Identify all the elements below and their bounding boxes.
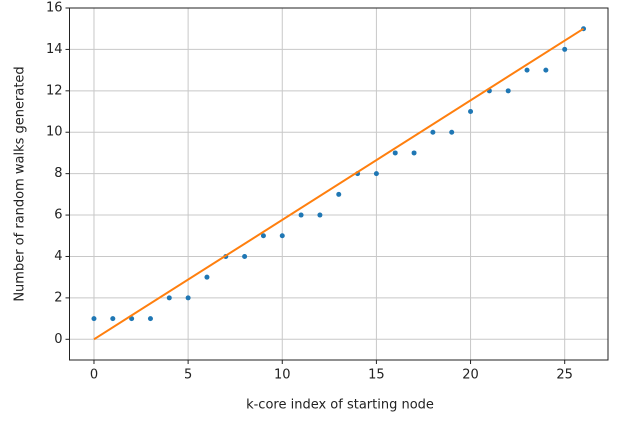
y-tick-label: 12 bbox=[46, 83, 63, 98]
x-tick-label: 20 bbox=[462, 368, 479, 383]
data-point bbox=[317, 212, 323, 218]
data-point bbox=[449, 129, 455, 135]
data-point bbox=[336, 191, 342, 197]
data-point bbox=[204, 274, 210, 280]
data-point bbox=[524, 67, 530, 73]
y-axis-label: Number of random walks generated bbox=[13, 66, 28, 301]
data-point bbox=[242, 253, 248, 259]
y-tick-label: 8 bbox=[54, 166, 62, 181]
plot-frame bbox=[69, 7, 609, 361]
data-point bbox=[298, 212, 304, 218]
x-tick-label: 0 bbox=[90, 368, 98, 383]
data-point bbox=[392, 150, 398, 156]
data-point bbox=[147, 316, 153, 322]
y-tick-label: 14 bbox=[46, 42, 63, 57]
data-point bbox=[373, 171, 379, 177]
y-tick-label: 4 bbox=[54, 249, 62, 264]
y-tick-label: 10 bbox=[46, 125, 63, 140]
data-point bbox=[91, 316, 97, 322]
data-point bbox=[260, 233, 266, 239]
data-point bbox=[543, 67, 549, 73]
x-tick-label: 15 bbox=[368, 368, 385, 383]
fit-line bbox=[93, 27, 585, 341]
data-point bbox=[562, 46, 568, 52]
y-tick-label: 0 bbox=[54, 332, 62, 347]
x-tick-label: 25 bbox=[556, 368, 573, 383]
data-point bbox=[505, 88, 511, 94]
data-point bbox=[110, 316, 116, 322]
data-point bbox=[411, 150, 417, 156]
x-axis-label: k-core index of starting node bbox=[246, 398, 434, 413]
y-tick-label: 16 bbox=[46, 1, 63, 16]
y-tick-label: 2 bbox=[54, 290, 62, 305]
data-point bbox=[279, 233, 285, 239]
y-tick-label: 6 bbox=[54, 208, 62, 223]
data-point bbox=[166, 295, 172, 301]
data-point bbox=[430, 129, 436, 135]
x-tick-label: 5 bbox=[184, 368, 192, 383]
data-point bbox=[468, 109, 474, 115]
x-tick-label: 10 bbox=[274, 368, 291, 383]
data-point bbox=[185, 295, 191, 301]
